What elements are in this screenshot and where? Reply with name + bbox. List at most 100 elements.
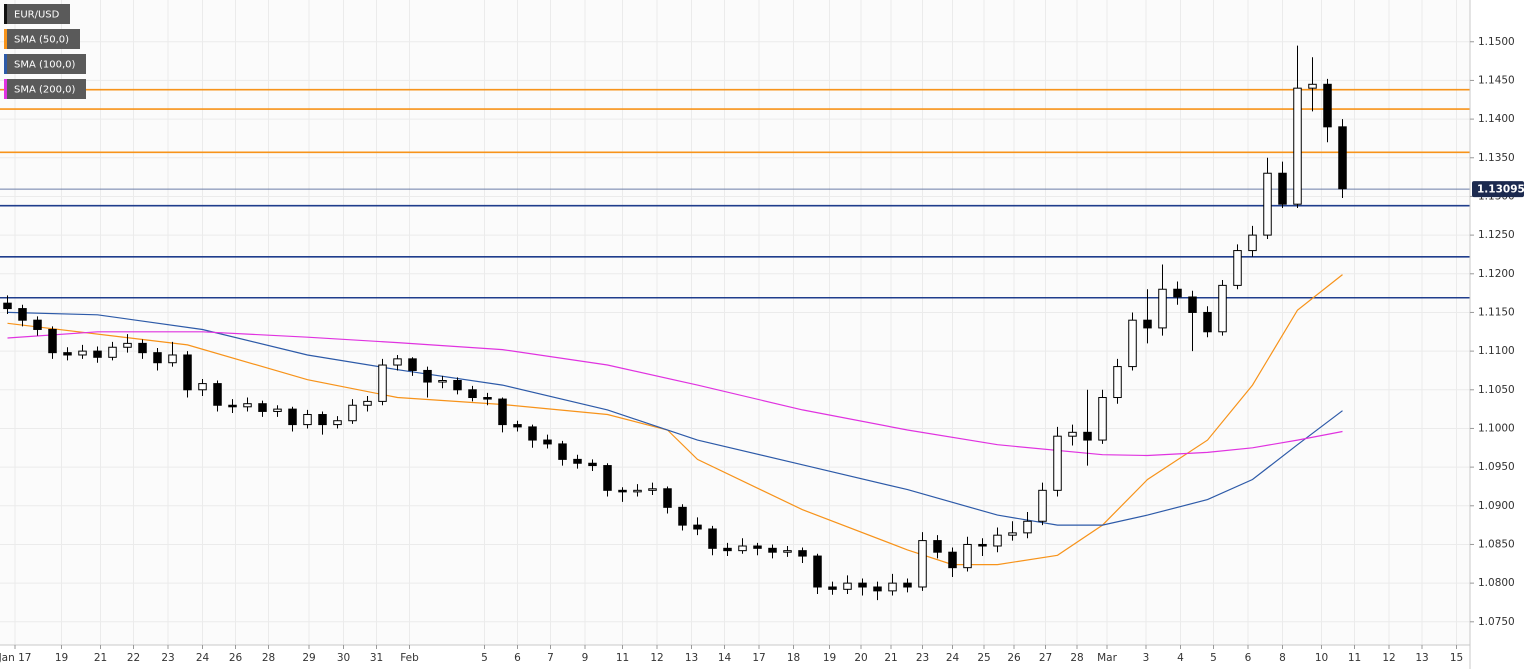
x-tick-label: 8	[1279, 652, 1286, 664]
x-tick-label: 11	[616, 652, 629, 664]
sma-line	[7, 331, 1343, 457]
x-tick-label: 12	[1382, 652, 1395, 664]
candle-body	[1278, 172, 1287, 205]
x-tick-label: 13	[1415, 652, 1428, 664]
candle-body	[978, 543, 987, 547]
legend-swatch	[4, 54, 7, 74]
x-tick-label: 25	[977, 652, 990, 664]
candle-body	[708, 528, 717, 549]
candle-body	[1248, 234, 1257, 252]
legend-item	[4, 29, 80, 49]
candle-body	[798, 550, 807, 557]
x-tick-label: 13	[685, 652, 698, 664]
candle-body	[273, 408, 282, 412]
x-tick-label: 24	[196, 652, 210, 664]
plot-background	[0, 0, 1470, 645]
x-tick-label: Mar	[1097, 652, 1117, 664]
candle-body	[1098, 397, 1107, 441]
candle-body	[168, 354, 177, 364]
levels	[0, 88, 1470, 299]
legend-label: EUR/USD	[14, 10, 60, 21]
candle-body	[333, 420, 342, 426]
x-tick-label: 28	[262, 652, 275, 664]
candle-body	[768, 547, 777, 553]
x-tick-label: 17	[752, 652, 765, 664]
legend-label: SMA (200,0)	[14, 85, 76, 96]
candle-body	[543, 439, 552, 445]
candle-body	[813, 555, 822, 588]
candle-body	[783, 550, 792, 553]
candle-body	[483, 397, 492, 400]
y-tick-label: 1.1400	[1478, 113, 1515, 125]
candle-body	[198, 383, 207, 391]
candle-body	[1218, 284, 1227, 333]
y-tick-label: 1.1250	[1478, 229, 1515, 241]
candle-body	[93, 350, 102, 358]
x-tick-label: 11	[1348, 652, 1361, 664]
candle-body	[393, 358, 402, 366]
candle-body	[618, 489, 627, 493]
candle-body	[648, 488, 657, 491]
candle-body	[693, 524, 702, 530]
legend-item	[4, 79, 86, 99]
moving-averages	[7, 274, 1343, 566]
x-tick-label: 15	[1450, 652, 1463, 664]
candle-body	[1173, 288, 1182, 298]
candle-body	[1263, 172, 1272, 236]
candle-body	[438, 380, 447, 383]
candle-body	[528, 426, 537, 441]
x-tick-label: 6	[1245, 652, 1252, 664]
x-tick-label: 20	[854, 652, 867, 664]
candle-body	[63, 352, 72, 356]
price-axis-background	[1470, 0, 1536, 669]
y-tick-label: 1.1150	[1478, 306, 1515, 318]
x-tick-label: 23	[916, 652, 929, 664]
y-tick-label: 1.1000	[1478, 422, 1515, 434]
candle-body	[1023, 520, 1032, 534]
legend-label: SMA (100,0)	[14, 60, 76, 71]
candle-body	[843, 582, 852, 590]
candle-body	[663, 488, 672, 508]
y-tick-label: 1.0750	[1478, 616, 1515, 628]
legend-swatch	[4, 29, 7, 49]
x-tick-label: 27	[1039, 652, 1052, 664]
x-tick-label: 19	[55, 652, 68, 664]
x-tick-label: 21	[94, 652, 107, 664]
candle-body	[468, 389, 477, 399]
x-tick-label: 31	[370, 652, 383, 664]
y-tick-label: 1.1200	[1478, 268, 1515, 280]
candle-body	[888, 582, 897, 592]
y-tick-label: 1.1100	[1478, 345, 1515, 357]
current-price-label: 1.13095	[1477, 184, 1525, 196]
candle-body	[1083, 431, 1092, 441]
x-tick-label: 3	[1143, 652, 1150, 664]
x-tick-label: 28	[1070, 652, 1083, 664]
sma-line	[7, 274, 1343, 566]
candle-body	[138, 342, 147, 354]
x-tick-label: Feb	[400, 652, 419, 664]
candle-body	[1068, 431, 1077, 437]
candle-body	[348, 404, 357, 422]
legend: EUR/USD SMA (50,0) SMA (100,0) SMA (200,0)	[4, 4, 86, 99]
x-tick-label: 23	[161, 652, 174, 664]
candle-body	[558, 443, 567, 460]
legend-item	[4, 54, 86, 74]
legend-swatch	[4, 79, 7, 99]
candle-body	[603, 465, 612, 491]
x-tick-label: 26	[1007, 652, 1021, 664]
candle-body	[1038, 489, 1047, 522]
candle-body	[213, 383, 222, 406]
candles	[3, 45, 1347, 601]
y-tick-label: 1.1500	[1478, 36, 1515, 48]
candle-body	[1323, 83, 1332, 128]
candle-body	[933, 540, 942, 553]
legend-label: SMA (50,0)	[14, 35, 69, 46]
x-tick-label: 14	[718, 652, 732, 664]
candle-body	[48, 328, 57, 354]
candle-body	[753, 545, 762, 549]
candle-body	[1128, 319, 1137, 368]
x-tick-label: 10	[1315, 652, 1328, 664]
candle-body	[573, 458, 582, 464]
candle-body	[243, 403, 252, 408]
